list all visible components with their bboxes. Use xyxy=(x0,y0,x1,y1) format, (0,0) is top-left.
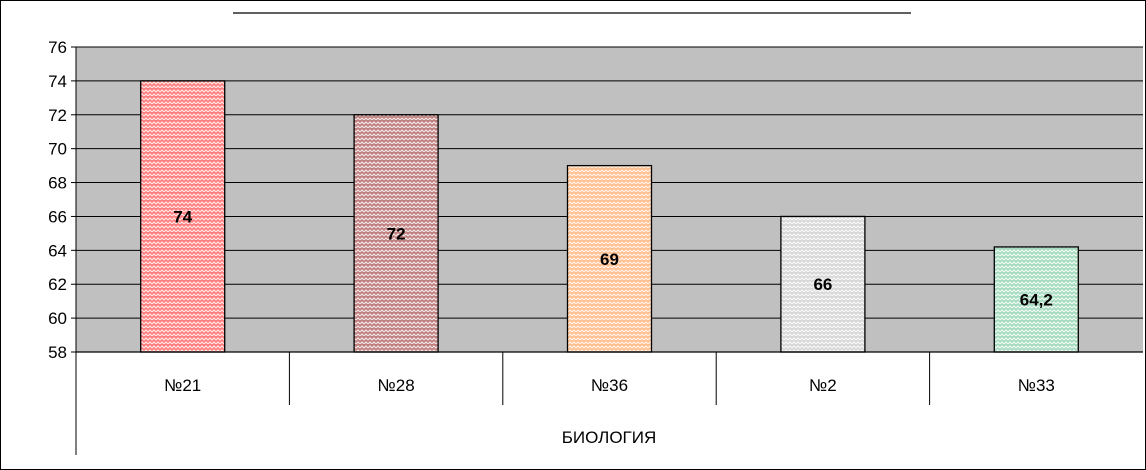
x-group-label: БИОЛОГИЯ xyxy=(562,428,657,447)
bars xyxy=(140,80,1079,353)
bar xyxy=(993,246,1079,353)
data-label: 64,2 xyxy=(1020,290,1053,309)
data-labels: 74 72 69 66 64,2 xyxy=(173,207,1053,309)
bar xyxy=(140,80,226,353)
y-axis: 58 60 62 64 66 68 70 72 74 76 xyxy=(48,38,77,362)
data-label: 74 xyxy=(173,207,192,226)
y-tick-label: 74 xyxy=(48,72,67,91)
x-tick-label: №28 xyxy=(378,376,415,395)
x-tick-label: №36 xyxy=(591,376,628,395)
bar xyxy=(566,164,653,353)
y-tick-label: 58 xyxy=(48,343,67,362)
x-tick-label: №21 xyxy=(164,376,201,395)
x-axis: №21 №28 №36 №2 №33 xyxy=(75,351,1143,455)
bar xyxy=(353,114,439,353)
bar xyxy=(780,215,866,353)
y-tick-label: 76 xyxy=(48,38,67,57)
x-tick-label: №33 xyxy=(1018,376,1055,395)
data-label: 66 xyxy=(813,275,832,294)
y-tick-label: 64 xyxy=(48,241,67,260)
x-tick-label: №2 xyxy=(809,376,837,395)
y-tick-label: 60 xyxy=(48,309,67,328)
y-tick-label: 66 xyxy=(48,207,67,226)
data-label: 69 xyxy=(600,250,619,269)
y-tick-label: 68 xyxy=(48,174,67,193)
y-tick-label: 72 xyxy=(48,106,67,125)
y-tick-label: 62 xyxy=(48,275,67,294)
y-tick-label: 70 xyxy=(48,140,67,159)
data-label: 72 xyxy=(387,224,406,243)
